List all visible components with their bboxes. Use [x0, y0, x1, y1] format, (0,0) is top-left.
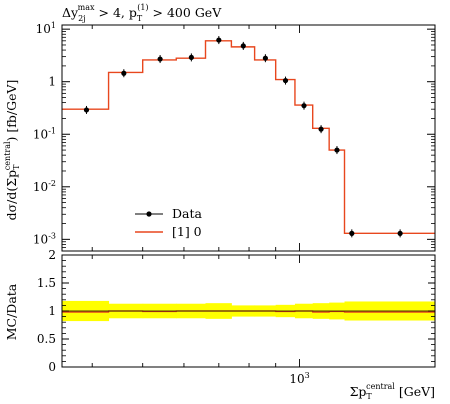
- ratio-y-tick-label: 1.5: [37, 276, 56, 290]
- data-point: [282, 77, 289, 84]
- legend: Data [1] 0: [135, 206, 202, 239]
- cut-label: Δy2jmax > 4, pT(1) > 400 GeV: [62, 3, 222, 23]
- x-axis-label: ΣpTcentral [GeV]: [350, 382, 435, 401]
- x-ticks: 103: [91, 25, 310, 386]
- main-y-tick-label: 10-2: [33, 179, 56, 194]
- mc-step-line: [62, 40, 435, 235]
- data-point: [397, 230, 403, 236]
- data-point: [188, 54, 194, 61]
- main-y-tick-label: 101: [36, 21, 56, 36]
- legend-data-marker: [146, 211, 152, 217]
- ratio-y-tick-label: 0: [48, 360, 56, 374]
- data-point: [240, 43, 246, 49]
- ratio-line: [62, 310, 435, 313]
- ratio-frame: [61, 254, 436, 368]
- mc-step-path: [62, 40, 435, 235]
- x-tick-label: 103: [289, 371, 309, 386]
- ratio-panel: 0 0.5 1 1.5 2 103: [37, 25, 436, 386]
- data-point: [262, 55, 268, 61]
- data-point: [157, 56, 163, 62]
- main-y-tick-label: 1: [48, 75, 56, 89]
- main-panel: 101 1 10-1 10-2 10-3: [33, 21, 436, 252]
- main-y-axis-label: dσ/d(ΣpTcentral) [fb/GeV]: [3, 80, 21, 221]
- data-point: [216, 37, 222, 43]
- data-point: [349, 230, 355, 236]
- main-y-tick-label: 10-1: [33, 126, 56, 141]
- data-point: [301, 103, 307, 109]
- data-point: [334, 147, 340, 153]
- main-frame: [61, 24, 436, 252]
- ratio-y-tick-label: 2: [48, 248, 56, 262]
- data-point: [121, 70, 127, 76]
- data-point: [318, 126, 324, 132]
- ratio-y-tick-label: 1: [48, 304, 56, 318]
- data-points: [83, 36, 403, 238]
- legend-data-label: Data: [172, 206, 202, 221]
- data-point: [83, 107, 90, 113]
- ratio-y-axis-label: MC/Data: [4, 283, 19, 340]
- main-y-ticks: 101 1 10-1 10-2 10-3: [33, 21, 435, 252]
- main-y-tick-label: 10-3: [33, 231, 56, 246]
- ratio-y-tick-label: 0.5: [37, 332, 56, 346]
- legend-mc-label: [1] 0: [172, 224, 202, 239]
